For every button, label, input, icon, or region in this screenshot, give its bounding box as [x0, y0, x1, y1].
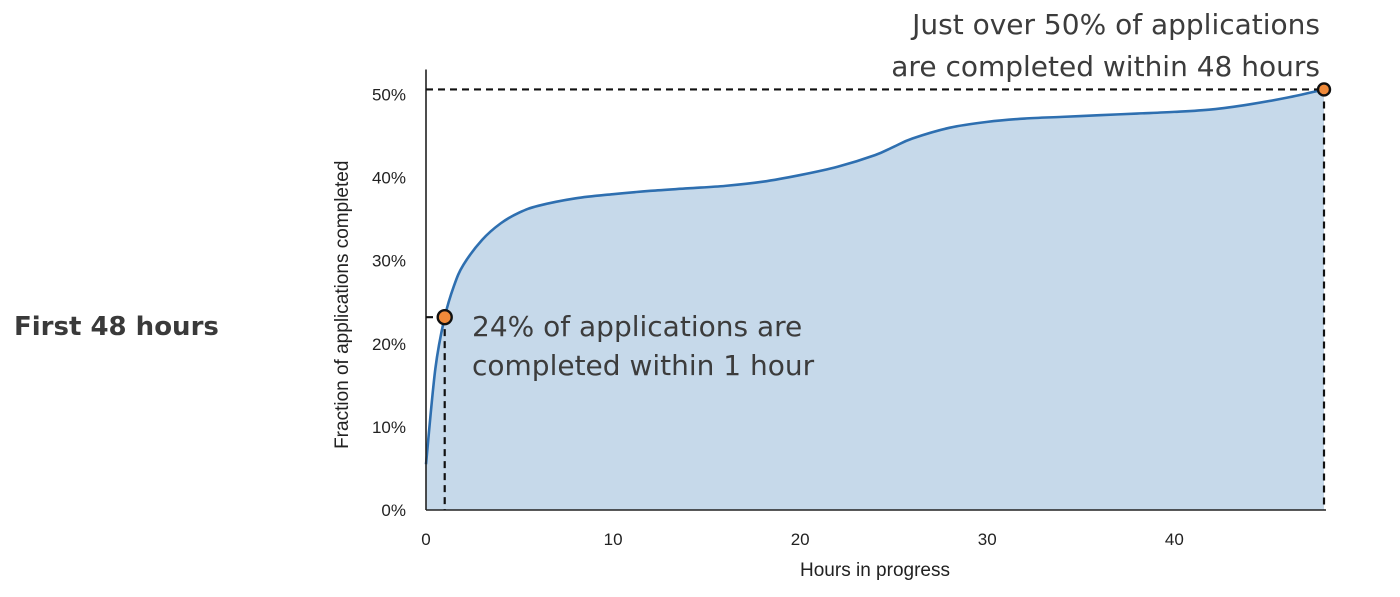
plot-area — [424, 88, 1325, 510]
annotations: 24% of applications are completed within … — [426, 8, 1332, 510]
annotation-1h-line: completed within 1 hour — [472, 349, 815, 382]
x-tick-label: 40 — [1165, 530, 1184, 549]
x-tick-label: 0 — [421, 530, 430, 549]
y-tick-label: 30% — [372, 252, 406, 271]
y-tick-label: 20% — [372, 335, 406, 354]
annotation-48h-line: Just over 50% of applications — [910, 8, 1320, 41]
y-tick-label: 50% — [372, 85, 406, 104]
y-tick-label: 0% — [381, 501, 406, 520]
y-tick-label: 40% — [372, 169, 406, 188]
y-tick-label: 10% — [372, 418, 406, 437]
x-axis-title: Hours in progress — [800, 560, 950, 581]
x-tick-label: 10 — [604, 530, 623, 549]
x-tick-label: 20 — [791, 530, 810, 549]
highlight-point-48h — [1316, 82, 1332, 97]
highlight-point-1h — [436, 308, 453, 326]
axes: 0% 10% 20% 30% 40% 50% 0 10 20 30 40 Hours in progr… — [332, 69, 1326, 581]
x-tick-label: 30 — [978, 530, 997, 549]
y-axis-title: Fraction of applications completed — [332, 161, 353, 449]
annotation-1h-line: 24% of applications are — [472, 310, 802, 343]
series-line — [424, 88, 1325, 465]
area-fill — [426, 89, 1324, 510]
annotation-48h-line: are completed within 48 hours — [891, 50, 1320, 83]
section-label: First 48 hours — [14, 312, 219, 342]
